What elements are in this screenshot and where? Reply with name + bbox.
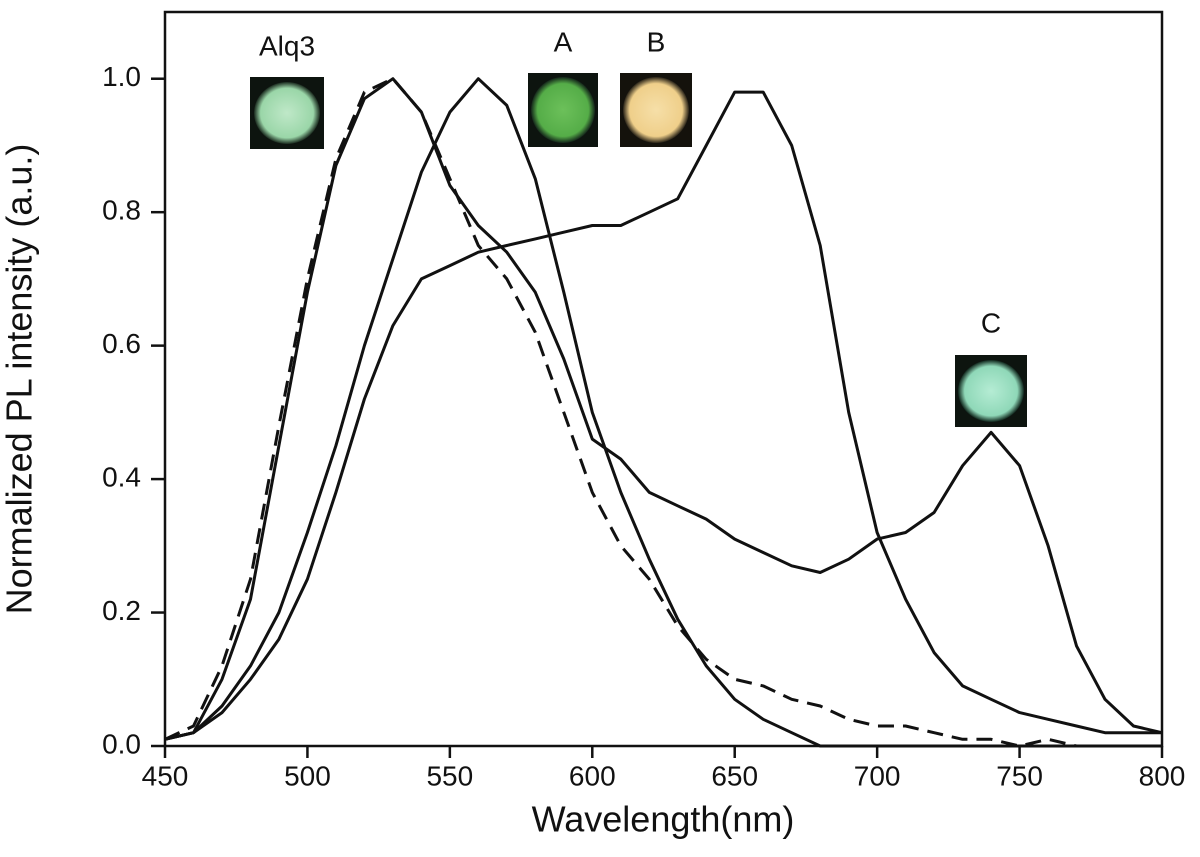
- series-line: [164, 77, 1162, 748]
- x-tick-label: 650: [711, 760, 758, 791]
- x-tick-label: 750: [996, 760, 1043, 791]
- y-tick-label: 0.2: [102, 595, 141, 626]
- y-tick-label: 1.0: [102, 61, 141, 92]
- y-tick-label: 0.4: [102, 461, 141, 492]
- x-tick-label: 700: [854, 760, 901, 791]
- x-tick-label: 800: [1139, 760, 1186, 791]
- x-tick-label: 500: [284, 760, 331, 791]
- series-line: [164, 90, 1162, 741]
- series-line: [164, 77, 1163, 741]
- plot-frame: [163, 10, 1164, 748]
- x-tick-label: 450: [142, 760, 189, 791]
- x-axis-title: Wavelength(nm): [532, 799, 795, 840]
- annotation: Alq3: [259, 30, 315, 61]
- y-axis-title: Normalized PL intensity (a.u.): [0, 144, 40, 615]
- inset-glow: [531, 77, 595, 143]
- annotation: B: [647, 26, 666, 57]
- inset-glow: [254, 82, 320, 144]
- y-tick-label: 0.0: [102, 728, 141, 759]
- x-tick-label: 550: [426, 760, 473, 791]
- inset-photos: [250, 73, 1027, 427]
- x-tick-label: 600: [569, 760, 616, 791]
- annotation: C: [981, 307, 1001, 338]
- inset-glow: [958, 360, 1024, 422]
- y-tick-label: 0.6: [102, 328, 141, 359]
- y-tick-label: 0.8: [102, 195, 141, 226]
- inset-glow: [623, 77, 689, 143]
- annotation: A: [554, 26, 573, 57]
